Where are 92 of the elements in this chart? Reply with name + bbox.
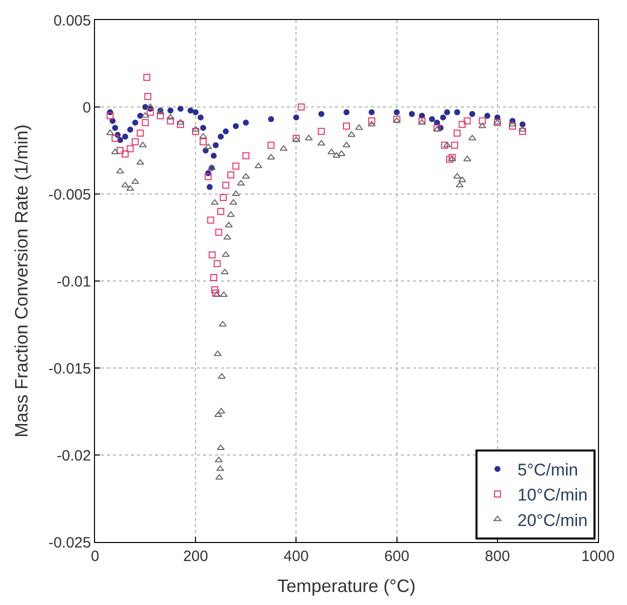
y-tick-label: -0.02 — [56, 447, 91, 464]
x-tick-label: 1000 — [581, 548, 615, 565]
point — [508, 122, 516, 130]
point — [451, 142, 458, 149]
legend-label: 5°C/min — [517, 460, 578, 480]
point — [232, 162, 240, 170]
y-tick-label: -0.01 — [56, 273, 91, 290]
legend-label: 10°C/min — [517, 486, 588, 505]
x-tick-label: 600 — [384, 548, 410, 565]
y-tick-label: -0.015 — [48, 360, 91, 378]
point — [116, 147, 124, 154]
point — [207, 216, 214, 224]
point — [343, 122, 350, 130]
point — [218, 134, 224, 140]
point — [215, 228, 222, 236]
point — [227, 171, 234, 178]
point — [178, 106, 184, 112]
point — [142, 119, 149, 126]
point — [268, 116, 274, 122]
point — [454, 130, 461, 137]
point — [394, 109, 400, 116]
point — [220, 194, 227, 201]
point — [156, 112, 164, 120]
point — [368, 117, 376, 124]
point — [127, 126, 134, 133]
point — [222, 182, 230, 189]
point — [408, 110, 415, 117]
point — [458, 120, 466, 128]
point — [519, 128, 526, 135]
x-tick-label: 800 — [484, 548, 510, 565]
point — [469, 110, 476, 117]
point — [192, 128, 200, 135]
x-tick-label: 200 — [183, 548, 208, 565]
point — [192, 109, 199, 116]
point — [167, 107, 174, 114]
point — [441, 142, 448, 149]
y-tick-label: -0.025 — [48, 534, 91, 552]
point — [222, 128, 229, 134]
point — [446, 156, 454, 163]
point — [440, 114, 446, 120]
point — [210, 274, 218, 282]
point — [454, 109, 460, 116]
point — [242, 120, 249, 126]
point — [112, 124, 118, 131]
y-tick-label: -0.005 — [48, 186, 91, 204]
legend-label: 20°C/min — [517, 510, 588, 530]
y-tick-label: 0 — [82, 99, 91, 116]
point — [200, 138, 207, 146]
point — [166, 117, 174, 124]
point — [136, 130, 144, 137]
y-tick-label: 0.005 — [53, 12, 91, 30]
y-axis-title: Mass Fraction Conversion Rate (1/min) — [12, 124, 32, 438]
point — [232, 123, 239, 130]
point — [200, 124, 206, 131]
point — [110, 118, 116, 124]
point — [217, 208, 224, 215]
point — [429, 116, 436, 122]
point — [122, 150, 129, 158]
point — [520, 121, 526, 128]
point — [293, 114, 300, 120]
point — [126, 145, 134, 152]
point — [268, 142, 275, 149]
point — [112, 134, 119, 142]
point — [318, 110, 324, 117]
point — [143, 74, 150, 81]
point — [444, 109, 450, 116]
point — [132, 120, 138, 126]
point — [106, 112, 114, 120]
point — [177, 120, 184, 128]
point — [318, 128, 325, 135]
point — [122, 134, 128, 140]
point — [206, 184, 213, 190]
point — [208, 251, 216, 258]
point — [188, 107, 194, 114]
point — [204, 173, 212, 180]
point — [484, 112, 490, 119]
x-axis-title: Temperature (°C) — [277, 576, 416, 596]
point — [464, 117, 471, 124]
point — [198, 114, 204, 120]
x-tick-label: 400 — [284, 548, 309, 565]
point — [132, 138, 139, 146]
point — [210, 152, 217, 159]
point — [368, 109, 375, 116]
point — [298, 104, 305, 110]
point — [146, 108, 154, 116]
point — [478, 117, 486, 124]
point — [144, 93, 152, 100]
point — [214, 260, 221, 268]
point — [212, 142, 219, 148]
point — [344, 109, 350, 116]
point — [242, 152, 250, 160]
point — [211, 286, 218, 294]
